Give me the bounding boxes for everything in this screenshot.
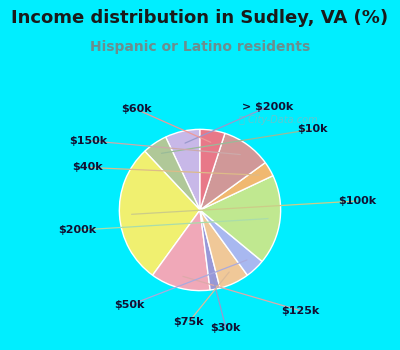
Text: Income distribution in Sudley, VA (%): Income distribution in Sudley, VA (%) xyxy=(12,9,388,27)
Wedge shape xyxy=(200,133,265,210)
Wedge shape xyxy=(200,210,220,290)
Wedge shape xyxy=(153,210,210,290)
Wedge shape xyxy=(200,163,273,210)
Text: $75k: $75k xyxy=(174,317,204,327)
Text: > $200k: > $200k xyxy=(242,102,293,112)
Text: $200k: $200k xyxy=(58,225,96,235)
Text: $30k: $30k xyxy=(210,323,241,332)
Wedge shape xyxy=(200,130,225,210)
Text: $10k: $10k xyxy=(297,124,327,134)
Text: $100k: $100k xyxy=(338,196,376,206)
Wedge shape xyxy=(166,130,200,210)
Text: $40k: $40k xyxy=(73,162,103,173)
Wedge shape xyxy=(145,137,200,210)
Wedge shape xyxy=(200,210,262,275)
Text: Hispanic or Latino residents: Hispanic or Latino residents xyxy=(90,40,310,54)
Text: $150k: $150k xyxy=(69,135,107,146)
Wedge shape xyxy=(200,176,281,261)
Text: ⓘ City-Data.com: ⓘ City-Data.com xyxy=(239,116,318,125)
Wedge shape xyxy=(200,210,247,288)
Wedge shape xyxy=(119,151,200,275)
Text: $50k: $50k xyxy=(114,300,145,310)
Text: $60k: $60k xyxy=(121,104,152,114)
Text: $125k: $125k xyxy=(282,306,320,316)
